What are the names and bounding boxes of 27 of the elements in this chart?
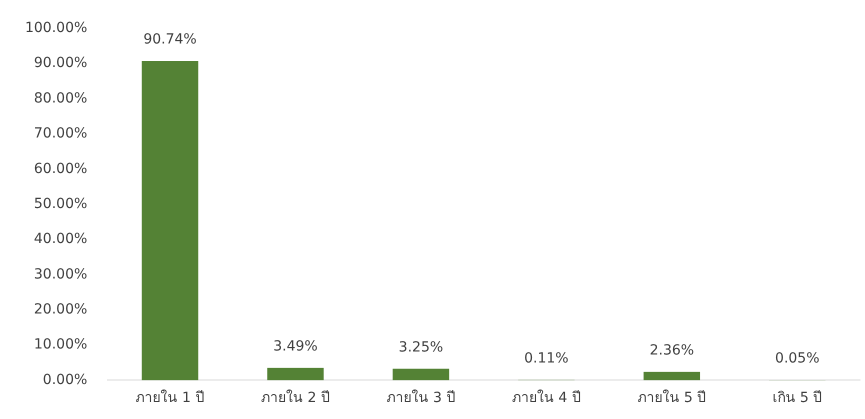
y-tick-label: 50.00% (34, 196, 88, 212)
y-tick-label: 10.00% (34, 336, 88, 353)
y-tick-label: 80.00% (34, 90, 88, 106)
bar (644, 372, 700, 380)
y-tick-label: 60.00% (34, 160, 88, 177)
data-label: 2.36% (650, 342, 694, 359)
data-label: 90.74% (143, 32, 197, 48)
bar (142, 60, 198, 380)
x-tick-label: ภายใน 5 ปี (637, 389, 706, 406)
x-tick-label: เกิน 5 ปี (772, 390, 822, 406)
x-tick-label: ภายใน 4 ปี (512, 389, 581, 406)
data-label: 0.05% (775, 350, 820, 367)
data-label: 0.11% (524, 350, 569, 366)
bar (392, 368, 450, 380)
x-tick-label: ภายใน 1 ปี (136, 389, 204, 406)
y-tick-label: 0.00% (42, 372, 88, 388)
x-tick-label: ภายใน 2 ปี (261, 389, 330, 406)
y-tick-label: 90.00% (34, 55, 88, 72)
x-tick-label: ภายใน 3 ปี (386, 389, 456, 406)
y-tick-label: 100.00% (24, 20, 88, 36)
y-tick-label: 20.00% (34, 301, 88, 318)
y-tick-label: 30.00% (34, 266, 88, 282)
y-tick-label: 40.00% (34, 231, 88, 248)
data-label: 3.25% (398, 339, 444, 356)
bar (267, 368, 324, 380)
y-tick-label: 70.00% (34, 126, 88, 142)
data-label: 3.49% (273, 338, 318, 355)
